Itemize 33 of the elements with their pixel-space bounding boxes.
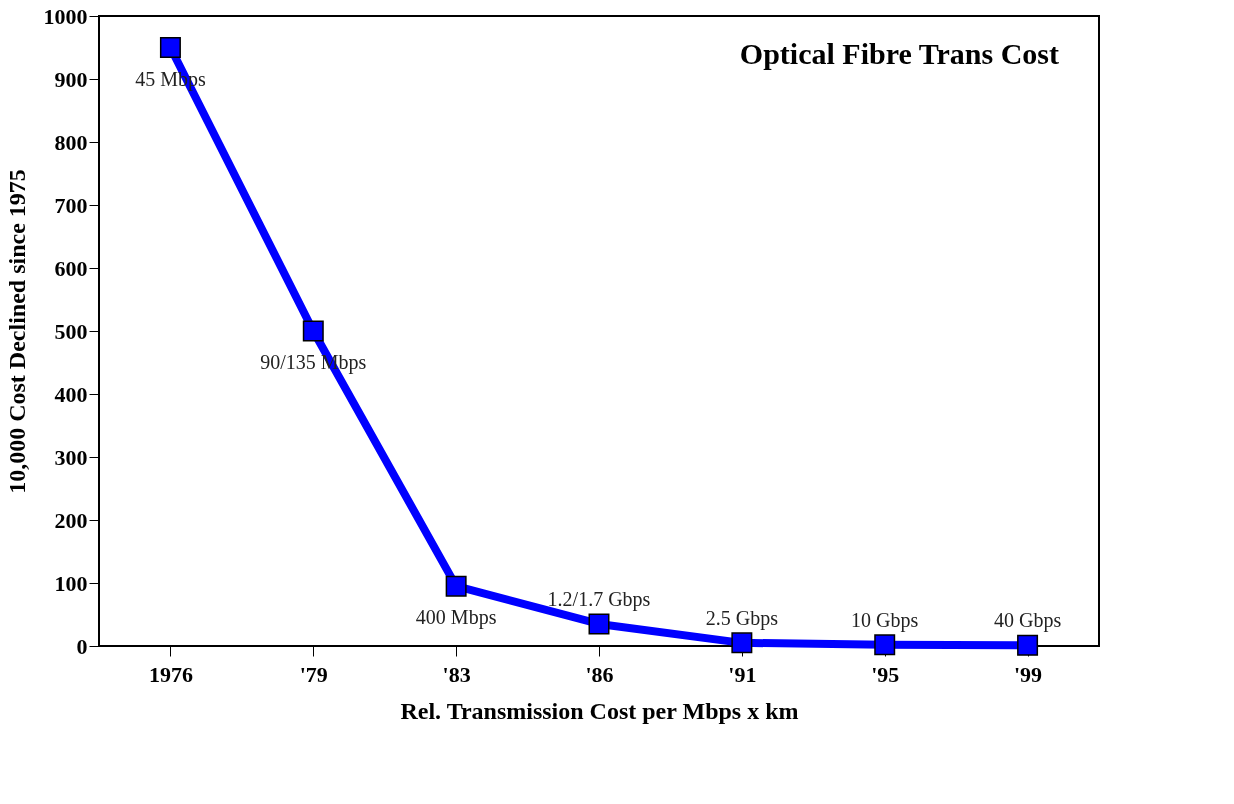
x-tick-label: '83 bbox=[442, 661, 471, 687]
point bbox=[588, 613, 610, 635]
y-axis-title: 10,000 Cost Declined since 1975 bbox=[3, 169, 30, 494]
annotation: 1.2/1.7 Gbps bbox=[547, 587, 651, 611]
y-tick-label: 800 bbox=[54, 129, 88, 155]
x-tick-label: '99 bbox=[1014, 661, 1043, 687]
x-tick-label: '95 bbox=[871, 661, 900, 687]
point bbox=[1017, 634, 1039, 656]
y-tick-label: 1000 bbox=[43, 3, 88, 29]
x-axis-title: Rel. Transmission Cost per Mbps x km bbox=[400, 697, 799, 724]
point bbox=[445, 575, 467, 597]
text: Optical Fibre Trans Cost bbox=[739, 37, 1059, 70]
annotation: 10 Gbps bbox=[851, 608, 919, 632]
annotation: 400 Mbps bbox=[415, 606, 497, 630]
point bbox=[731, 632, 753, 654]
point bbox=[302, 320, 324, 342]
point bbox=[159, 37, 181, 58]
y-tick-label: 0 bbox=[76, 633, 88, 659]
y-tick-label: 700 bbox=[54, 192, 88, 218]
y-tick-label: 500 bbox=[54, 318, 88, 344]
y-tick-label: 100 bbox=[54, 570, 88, 596]
annotation: 2.5 Gbps bbox=[705, 606, 779, 630]
y-tick-label: 300 bbox=[54, 444, 88, 470]
x-tick-label: '86 bbox=[585, 661, 614, 687]
y-tick-label: 200 bbox=[54, 507, 88, 533]
point bbox=[874, 634, 896, 656]
x-tick-label: '91 bbox=[728, 661, 757, 687]
y-tick-label: 400 bbox=[54, 381, 88, 407]
x-tick-label: '79 bbox=[299, 661, 328, 687]
x-tick-label: 1976 bbox=[148, 661, 193, 687]
annotation: 40 Gbps bbox=[993, 609, 1062, 633]
y-tick-label: 600 bbox=[54, 255, 88, 281]
y-tick-label: 900 bbox=[54, 66, 88, 92]
